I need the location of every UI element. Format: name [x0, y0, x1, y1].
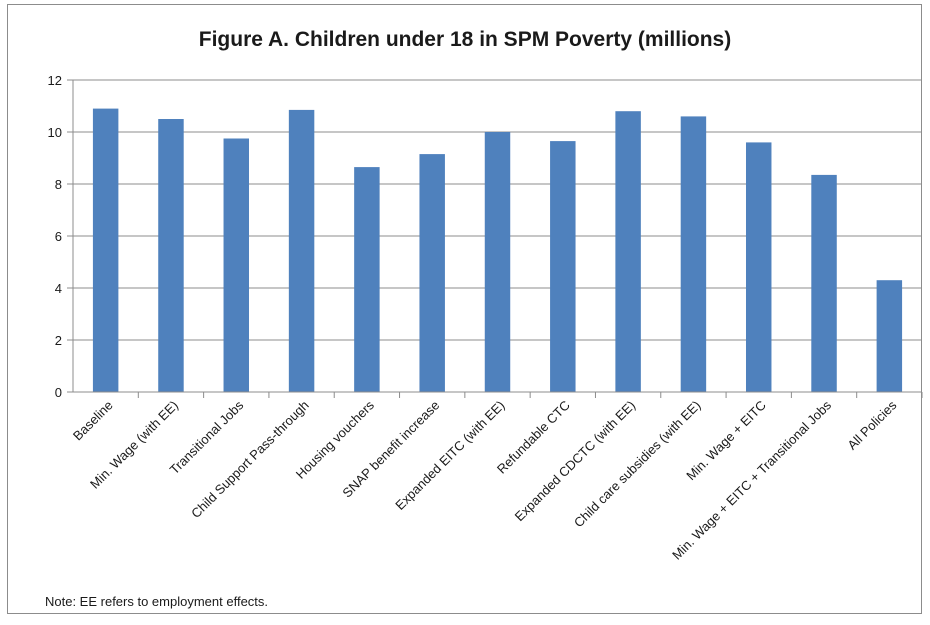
x-tick-label: Child Support Pass-through — [188, 398, 312, 522]
bar — [680, 116, 707, 393]
bar — [92, 108, 119, 392]
chart-title: Figure A. Children under 18 in SPM Pover… — [198, 28, 732, 51]
chart-note: Note: EE refers to employment effects. — [45, 594, 269, 609]
y-tick-label: 4 — [55, 281, 62, 296]
bar — [811, 174, 837, 392]
bar — [288, 109, 315, 393]
y-tick-label: 8 — [55, 177, 62, 192]
x-tick-label: Expanded EITC (with EE) — [392, 398, 507, 513]
bar — [745, 142, 772, 392]
axes — [72, 80, 923, 398]
y-tick-label: 10 — [48, 125, 62, 140]
bar — [223, 138, 250, 392]
y-tick-label: 12 — [48, 73, 62, 88]
x-tick-label: All Policies — [844, 397, 899, 452]
bar — [615, 111, 641, 392]
x-tick-label: Expanded CDCTC (with EE) — [512, 398, 639, 525]
x-tick-label: Child care subsidies (with EE) — [571, 398, 704, 531]
y-tick-labels: 0 2 4 6 8 10 12 — [48, 73, 62, 400]
bar — [876, 280, 903, 392]
bar — [354, 167, 380, 392]
y-tick-label: 6 — [55, 229, 62, 244]
x-tick-label: Baseline — [70, 398, 116, 444]
bars — [92, 108, 903, 393]
bar — [419, 154, 445, 392]
y-tick-label: 2 — [55, 333, 62, 348]
y-tick-label: 0 — [55, 385, 62, 400]
bar — [550, 141, 576, 392]
bar — [484, 132, 511, 392]
bar — [158, 119, 184, 392]
